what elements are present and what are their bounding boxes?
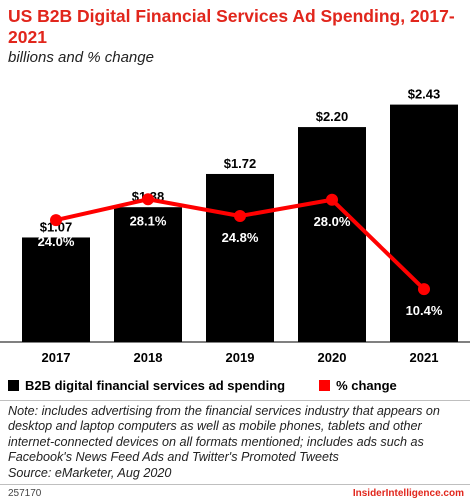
pct-point-2018 (142, 193, 154, 206)
legend-item-change: % change (319, 378, 397, 393)
legend-label-spending: B2B digital financial services ad spendi… (25, 377, 286, 393)
footer-divider (0, 484, 470, 485)
x-tick-label-2021: 2021 (410, 350, 439, 365)
legend-item-spending: B2B digital financial services ad spendi… (8, 378, 285, 393)
chart-id: 257170 (8, 488, 42, 499)
chart: $1.072017$1.382018$1.722019$2.202020$2.4… (0, 87, 470, 365)
bar-2020 (298, 127, 366, 342)
chart-source: Source: eMarketer, Aug 2020 (8, 466, 172, 480)
pct-point-2020 (326, 193, 338, 206)
x-tick-label-2020: 2020 (318, 350, 347, 365)
legend-swatch-change (319, 379, 331, 391)
bar-2017 (22, 237, 90, 342)
x-tick-label-2018: 2018 (134, 350, 163, 365)
legend: B2B digital financial services ad spendi… (8, 376, 397, 394)
bar-value-label-2020: $2.20 (316, 109, 349, 124)
note-divider (0, 400, 470, 401)
x-tick-label-2017: 2017 (42, 350, 71, 365)
pct-point-2021 (418, 283, 430, 296)
bar-value-label-2019: $1.72 (224, 156, 257, 171)
pct-label-2020: 28.0% (314, 214, 351, 229)
pct-point-2019 (234, 210, 246, 223)
pct-label-2019: 24.8% (222, 230, 259, 245)
pct-point-2017 (50, 214, 62, 227)
pct-label-2017: 24.0% (38, 234, 75, 249)
bar-2019 (206, 173, 274, 342)
legend-swatch-spending (8, 379, 19, 391)
legend-label-change: % change (336, 377, 397, 393)
x-tick-label-2019: 2019 (226, 350, 255, 365)
chart-note: Note: includes advertising from the fina… (8, 404, 440, 465)
pct-label-2021: 10.4% (406, 303, 443, 318)
bar-value-label-2017: $1.07 (40, 219, 73, 234)
bar-2021 (390, 104, 458, 342)
chart-subtitle: billions and % change (8, 49, 154, 66)
bar-2018 (114, 207, 182, 342)
pct-label-2018: 28.1% (130, 213, 167, 228)
bar-value-label-2021: $2.43 (408, 87, 441, 102)
chart-title: US B2B Digital Financial Services Ad Spe… (8, 6, 455, 47)
brand-logo: InsiderIntelligence.com (352, 488, 464, 499)
